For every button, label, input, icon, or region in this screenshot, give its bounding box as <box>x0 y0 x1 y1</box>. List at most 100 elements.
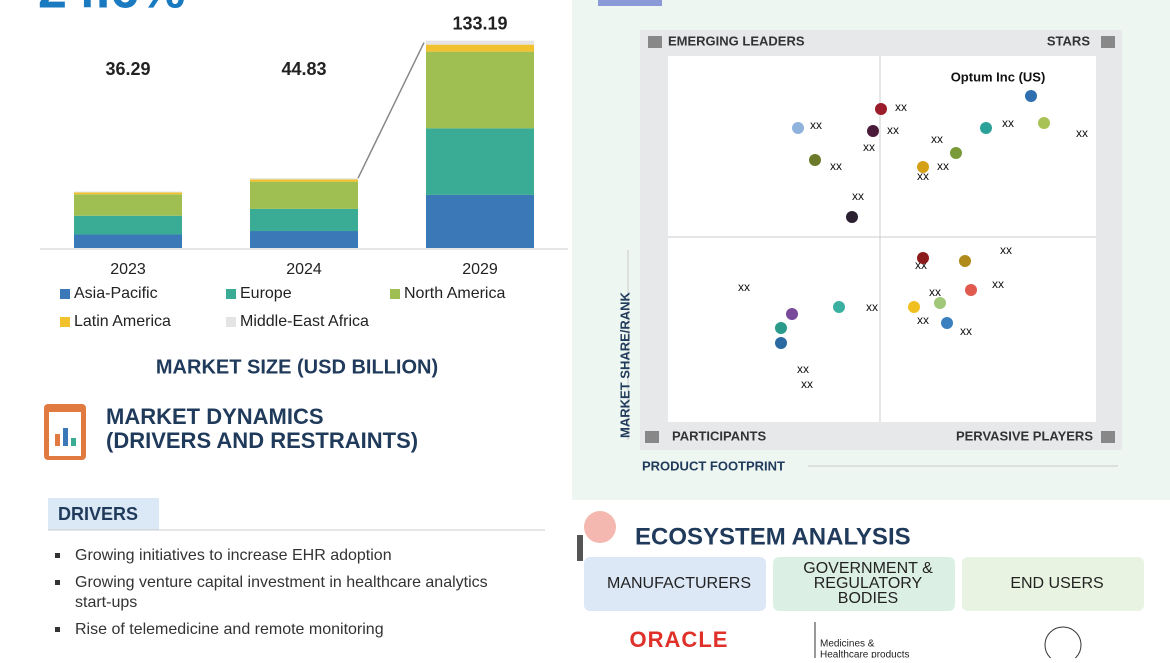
point-label: xx <box>852 189 864 203</box>
bar-segment <box>74 194 182 216</box>
point <box>917 161 929 173</box>
column-box <box>962 557 1144 611</box>
column-label: REGULATORY <box>814 575 923 592</box>
point-label: xx <box>863 140 875 154</box>
legend-label: Middle-East Africa <box>240 313 369 330</box>
legend-label: North America <box>404 285 505 302</box>
point <box>775 337 787 349</box>
logo-seal <box>1044 626 1082 663</box>
quadrant-label: PERVASIVE PLAYERS <box>956 428 1093 443</box>
driver-text: start-ups <box>75 594 137 611</box>
icon-bar <box>55 434 60 446</box>
point-label: xx <box>738 280 750 294</box>
icon-bar <box>63 428 68 446</box>
quadrant-label: PARTICIPANTS <box>672 428 766 443</box>
bar-segment <box>74 192 182 195</box>
quadrant-icon <box>648 36 662 48</box>
total-label: 36.29 <box>105 59 150 79</box>
bar-segment <box>74 234 182 248</box>
icon-fragment <box>598 0 662 6</box>
bar-segment <box>250 178 358 180</box>
bar-segment <box>426 128 534 195</box>
bullet <box>55 627 60 632</box>
point-label: xx <box>810 118 822 132</box>
point <box>980 122 992 134</box>
point <box>833 301 845 313</box>
point <box>1025 90 1037 102</box>
point <box>965 284 977 296</box>
point-label: xx <box>895 100 907 114</box>
point-label: xx <box>1002 116 1014 130</box>
bar-segment <box>426 51 534 129</box>
quadrant-icon <box>645 431 659 443</box>
point <box>875 103 887 115</box>
legend-label: Europe <box>240 285 292 302</box>
bar-segment <box>426 40 534 45</box>
legend-swatch <box>60 317 70 327</box>
column-label: GOVERNMENT & <box>803 560 933 577</box>
driver-text: Rise of telemedicine and remote monitori… <box>75 621 384 638</box>
headline: 24.6% <box>38 0 185 20</box>
logo: ORACLE <box>630 627 729 652</box>
icon-bar <box>71 438 76 446</box>
point-label: xx <box>797 362 809 376</box>
point-label: xx <box>866 300 878 314</box>
point-label: xx <box>937 159 949 173</box>
legend-label: Latin America <box>74 313 171 330</box>
column-label: MANUFACTURERS <box>607 575 751 592</box>
point <box>950 147 962 159</box>
point <box>934 297 946 309</box>
bar-segment <box>74 215 182 235</box>
legend-swatch <box>226 289 236 299</box>
point <box>959 255 971 267</box>
driver-text: Growing initiatives to increase EHR adop… <box>75 547 392 564</box>
point <box>846 211 858 223</box>
y-axis-label: MARKET SHARE/RANK <box>617 291 632 438</box>
point-label: xx <box>931 132 943 146</box>
bar-segment <box>74 191 182 193</box>
point-label: Optum Inc (US) <box>951 69 1046 84</box>
section-title: (DRIVERS AND RESTRAINTS) <box>106 428 418 453</box>
section-title: MARKET DYNAMICS <box>106 404 324 429</box>
point <box>917 252 929 264</box>
logo: Healthcare products <box>820 650 910 658</box>
column-box <box>773 557 955 611</box>
point <box>792 122 804 134</box>
legend-swatch <box>390 289 400 299</box>
point-label: xx <box>830 159 842 173</box>
legend-label: Asia-Pacific <box>74 285 158 302</box>
point-label: xx <box>801 377 813 391</box>
x-tick-label: 2029 <box>462 261 498 278</box>
bullet <box>55 580 60 585</box>
point <box>908 301 920 313</box>
driver-text: Growing venture capital investment in he… <box>75 574 488 591</box>
column-label: END USERS <box>1010 575 1103 592</box>
column-box <box>584 557 766 611</box>
point-label: xx <box>1076 126 1088 140</box>
icon-fragment <box>577 535 583 561</box>
point <box>867 125 879 137</box>
legend-swatch <box>60 289 70 299</box>
x-tick-label: 2023 <box>110 261 146 278</box>
bar-segment <box>426 194 534 248</box>
bar-segment <box>250 231 358 248</box>
quadrant-icon <box>1101 431 1115 443</box>
total-label: 133.19 <box>452 13 507 33</box>
point-label: xx <box>960 324 972 338</box>
total-label: 44.83 <box>281 59 326 79</box>
logo: Medicines & <box>820 639 875 650</box>
point-label: xx <box>917 169 929 183</box>
section-title: ECOSYSTEM ANALYSIS <box>635 523 911 550</box>
point-label: xx <box>992 277 1004 291</box>
point <box>775 322 787 334</box>
quadrant-area <box>668 56 1096 422</box>
point-label: xx <box>929 285 941 299</box>
chart-title: MARKET SIZE (USD BILLION) <box>156 356 438 378</box>
bar-segment <box>426 44 534 52</box>
point <box>941 317 953 329</box>
quadrant-label: STARS <box>1047 33 1090 48</box>
point <box>1038 117 1050 129</box>
point-label: xx <box>917 313 929 327</box>
bar-segment <box>250 208 358 232</box>
